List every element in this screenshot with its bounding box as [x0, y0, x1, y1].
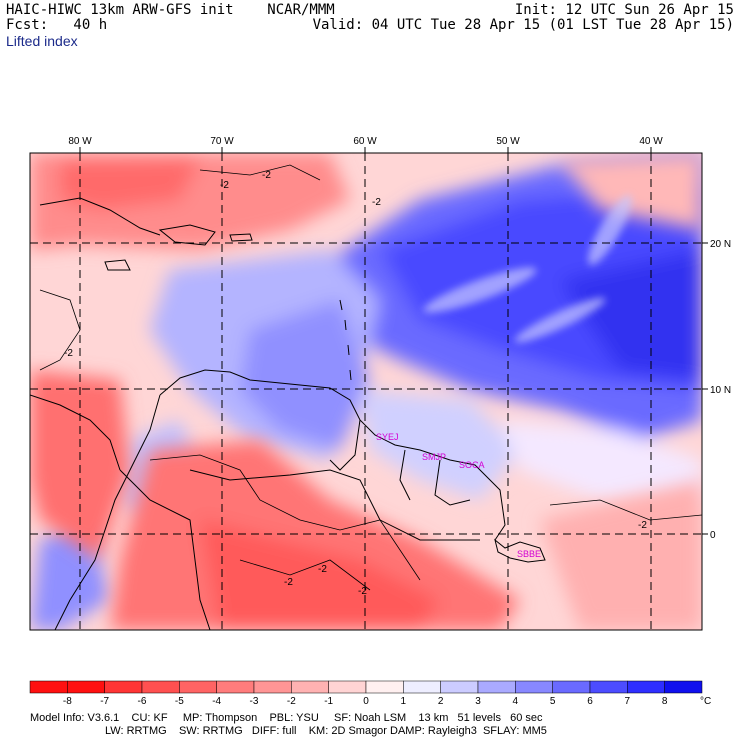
colorbar-tick-label: 5: [550, 696, 556, 707]
colorbar-swatch: [589, 680, 628, 694]
contour-label: -2: [358, 586, 367, 597]
colorbar-tick-label: -5: [175, 696, 184, 707]
physics-info-line: LW: RRTMG SW: RRTMG DIFF: full KM: 2D Sm…: [105, 725, 547, 737]
graticule: [30, 153, 702, 630]
lat-label-10n: 10 N: [710, 385, 731, 396]
colorbar-swatch: [141, 680, 180, 694]
colorbar-tick-label: -7: [100, 696, 109, 707]
lon-label-70w: 70 W: [210, 136, 234, 147]
colorbar-tick-label: 6: [587, 696, 593, 707]
colorbar-tick-label: 4: [513, 696, 519, 707]
colorbar-swatch: [365, 680, 404, 694]
colorbar-tick-label: -2: [287, 696, 296, 707]
lon-label-40w: 40 W: [639, 136, 663, 147]
valid-time: Valid: 04 UTC Tue 28 Apr 15 (01 LST Tue …: [312, 17, 734, 33]
colorbar-swatch: [552, 680, 591, 694]
station-smjp: SMJP: [422, 452, 446, 462]
forecast-hour: Fcst: 40 h: [6, 17, 108, 33]
colorbar-swatch: [104, 680, 143, 694]
colorbar-swatch: [627, 680, 665, 694]
contour-label: -2: [372, 197, 381, 208]
colorbar-swatch: [291, 680, 329, 694]
colorbar-tick-label: -4: [212, 696, 221, 707]
station-sbbe: SBBE: [517, 549, 541, 559]
init-time: Init: 12 UTC Sun 26 Apr 15: [514, 2, 734, 18]
colorbar-tick-label: 0: [363, 696, 369, 707]
colorbar-swatch: [216, 680, 255, 694]
colorbar-tick-label: 8: [662, 696, 668, 707]
lon-label-80w: 80 W: [68, 136, 92, 147]
colorbar-tick-label: -6: [138, 696, 147, 707]
colorbar-tick-label: 2: [438, 696, 444, 707]
contour-label: -2: [318, 564, 327, 575]
colorbar: [29, 680, 703, 694]
contour-label: -2: [64, 348, 73, 359]
colorbar-swatch: [328, 680, 367, 694]
colorbar-swatch: [477, 680, 516, 694]
colorbar-tick-label: -1: [324, 696, 333, 707]
colorbar-swatch: [440, 680, 479, 694]
colorbar-tick-label: 1: [401, 696, 407, 707]
lifted-index-field: [30, 153, 702, 630]
contour-label: -2: [284, 577, 293, 588]
colorbar-swatch: [515, 680, 553, 694]
contour-label: -2: [262, 170, 271, 181]
field-name: Lifted index: [6, 33, 78, 49]
lat-label-0: 0: [710, 530, 716, 541]
station-soca: SOCA: [459, 460, 485, 470]
colorbar-tick-label: 3: [475, 696, 481, 707]
contour-label: -2: [638, 520, 647, 531]
colorbar-unit: °C: [700, 696, 711, 707]
colorbar-tick-label: 7: [625, 696, 631, 707]
lat-label-20n: 20 N: [710, 239, 731, 250]
colorbar-swatch: [403, 680, 441, 694]
model-info-line: Model Info: V3.6.1 CU: KF MP: Thompson P…: [30, 712, 543, 724]
contour-label: -2: [220, 180, 229, 191]
colorbar-swatch: [664, 680, 703, 694]
lon-label-50w: 50 W: [496, 136, 520, 147]
model-title: HAIC-HIWC 13km ARW-GFS init NCAR/MMM: [6, 2, 335, 18]
station-syej: SYEJ: [376, 432, 399, 442]
colorbar-swatch: [29, 680, 68, 694]
colorbar-swatch: [67, 680, 105, 694]
colorbar-tick-label: -3: [250, 696, 259, 707]
colorbar-tick-label: -8: [63, 696, 72, 707]
lon-label-60w: 60 W: [353, 136, 377, 147]
colorbar-swatch: [253, 680, 292, 694]
colorbar-swatch: [179, 680, 217, 694]
